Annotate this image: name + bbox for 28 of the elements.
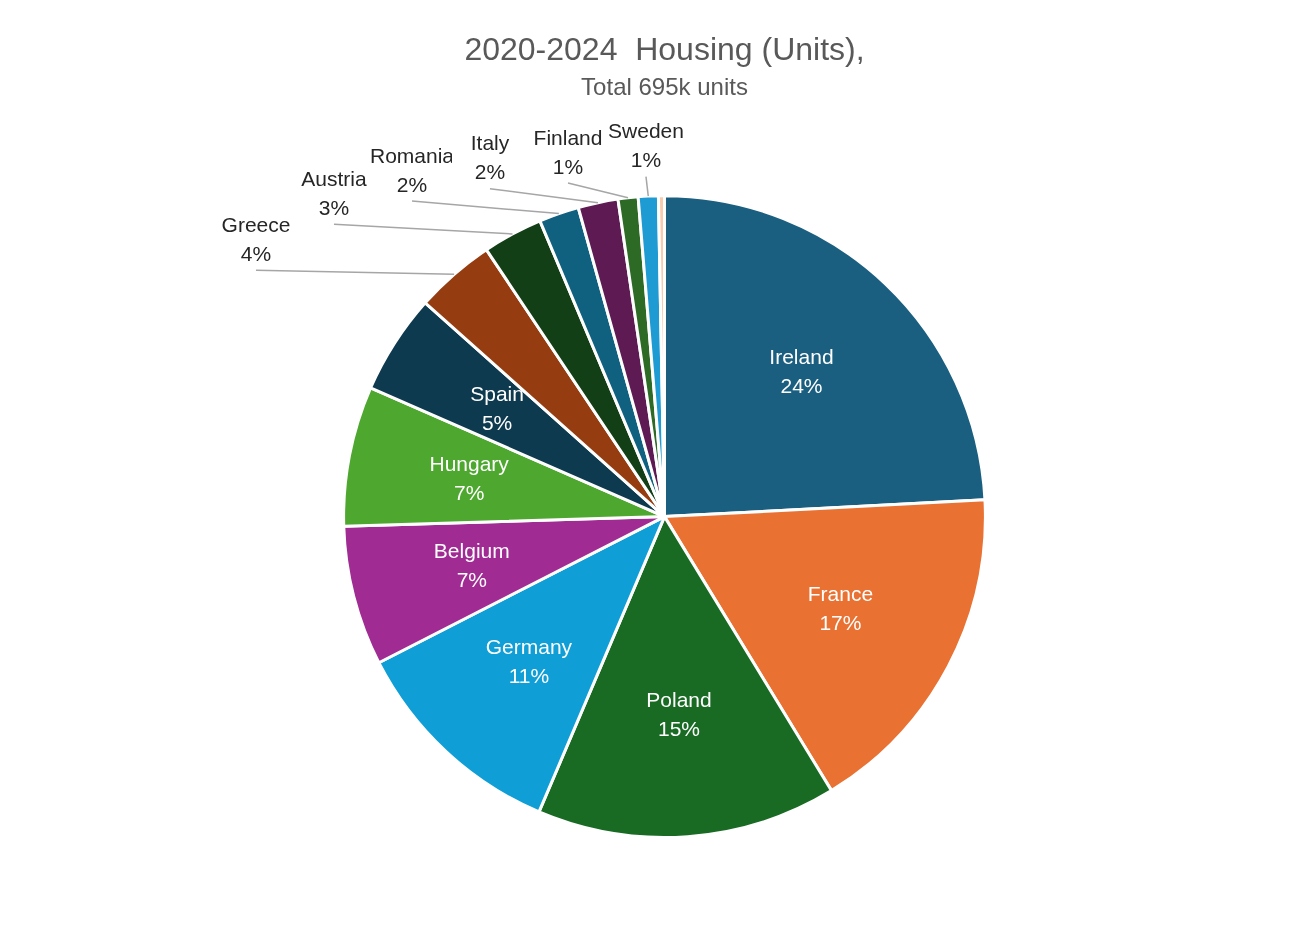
data-label: 3% — [318, 196, 350, 220]
slice-label: Ireland — [769, 345, 834, 369]
slice-label: Greece — [221, 213, 291, 237]
slice-label: Germany — [485, 635, 573, 658]
data-label: 1% — [630, 148, 662, 172]
data-label: 2% — [474, 160, 506, 184]
slice-label: Italy — [470, 131, 510, 155]
slice-label: France — [807, 582, 874, 606]
data-label: 24% — [780, 374, 823, 398]
data-label: 4% — [240, 242, 272, 266]
data-label: 15% — [657, 716, 700, 740]
slice-label: Austria — [301, 167, 367, 191]
data-label: 1% — [552, 154, 584, 178]
data-label: 11% — [508, 664, 550, 687]
data-label: 5% — [481, 410, 513, 434]
chart-title: 2020-2024 Housing (Units), — [464, 31, 865, 68]
slice-label: Romania — [369, 143, 455, 167]
slice-label: Spain — [470, 381, 524, 405]
slice-label: Sweden — [608, 119, 684, 143]
data-label: 17% — [819, 611, 862, 635]
data-label: 7% — [456, 567, 487, 591]
data-label: 7% — [454, 480, 485, 504]
slice-label: Poland — [646, 687, 712, 711]
slice-label: Hungary — [429, 451, 510, 475]
slice-label: Finland — [533, 125, 603, 149]
slice-label: Belgium — [433, 538, 510, 562]
chart-subtitle: Total 695k units — [581, 73, 748, 101]
data-label: 2% — [396, 172, 428, 196]
